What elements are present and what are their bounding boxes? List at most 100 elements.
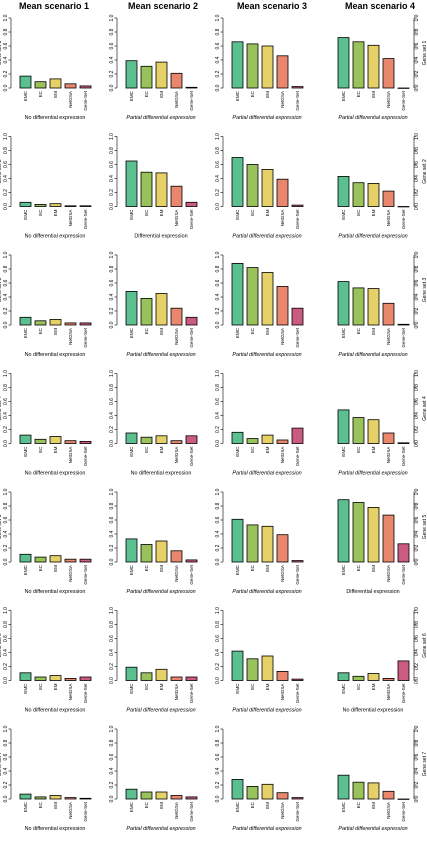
category-label: Gene-Set xyxy=(401,801,406,821)
y-tick-label: 0.4 xyxy=(414,175,420,182)
category-label: Gene-Set xyxy=(83,564,88,584)
category-label: EC xyxy=(38,327,43,334)
category-label: EM xyxy=(371,565,376,572)
y-tick-label: 0.6 xyxy=(215,279,221,286)
bar-emc xyxy=(19,75,32,89)
panel-caption: Partial differential expression xyxy=(338,234,407,240)
bar-gene-set xyxy=(185,316,198,326)
bar-emc xyxy=(125,60,138,89)
category-label: EM xyxy=(159,565,164,572)
bar-emc xyxy=(125,788,138,800)
panel-r5-c1: 0.0 0.2 0.4 0.6 0.8 1.0 Gene set 5 EMC EC EM NetGS… xyxy=(0,488,92,595)
y-tick-label: 0.4 xyxy=(3,56,9,63)
category-label: Gene-Set xyxy=(401,209,406,229)
category-label: EC xyxy=(250,564,255,571)
y-tick-label: 0.2 xyxy=(215,189,221,196)
y-tick-label: 0.8 xyxy=(109,265,115,272)
bar-emc xyxy=(125,432,138,444)
y-tick-label: 0.2 xyxy=(414,307,420,314)
bar-emc xyxy=(231,262,244,326)
row-label: Gene set 5 xyxy=(0,515,3,540)
y-tick-label: 1.0 xyxy=(414,14,420,21)
y-tick-label: 0.6 xyxy=(3,635,9,642)
category-label: NetGSA xyxy=(68,327,73,345)
bar-ec xyxy=(140,791,153,800)
category-label: EMC xyxy=(129,90,134,101)
y-tick-label: 0.6 xyxy=(109,398,115,405)
bar-emc xyxy=(19,201,32,207)
category-label: Gene-Set xyxy=(295,801,300,821)
panel-caption: Partial differential expression xyxy=(126,115,195,121)
y-tick-label: 0.8 xyxy=(3,147,9,154)
bar-netgsa xyxy=(276,439,289,444)
bar-em xyxy=(367,44,380,89)
bar-emc xyxy=(19,672,32,681)
y-tick-label: 1.0 xyxy=(3,370,9,377)
category-label: NetGSA xyxy=(68,209,73,227)
category-label: EM xyxy=(371,802,376,809)
category-label: EM xyxy=(371,328,376,335)
category-label: EMC xyxy=(129,801,134,812)
bar-gene-set xyxy=(291,427,304,444)
category-label: NetGSA xyxy=(386,801,391,819)
bar-em xyxy=(367,288,380,326)
bar-netgsa xyxy=(170,795,183,800)
y-tick-label: 0.4 xyxy=(109,56,115,63)
row-label: Gene set 7 xyxy=(0,752,3,777)
bar-emc xyxy=(231,779,244,800)
bar-em xyxy=(49,555,62,563)
y-tick-label: 0.2 xyxy=(215,307,221,314)
bar-netgsa xyxy=(64,797,77,800)
bar-ec xyxy=(352,182,365,207)
y-tick-label: 0.8 xyxy=(414,265,420,272)
y-tick-label: 0.4 xyxy=(414,767,420,774)
bar-ec xyxy=(140,65,153,89)
y-tick-label: 1.0 xyxy=(414,370,420,377)
category-label: EC xyxy=(144,327,149,334)
category-label: EM xyxy=(159,446,164,453)
bar-ec xyxy=(246,43,259,89)
bar-gene-set xyxy=(185,201,198,207)
bar-ec xyxy=(352,675,365,681)
y-tick-label: 1.0 xyxy=(109,725,115,732)
bar-em xyxy=(155,172,168,207)
bar-em xyxy=(261,45,274,89)
y-tick-label: 0.8 xyxy=(3,265,9,272)
panel-caption: Partial differential expression xyxy=(126,826,195,832)
category-label: EC xyxy=(250,683,255,690)
category-label: NetGSA xyxy=(174,564,179,582)
category-label: EM xyxy=(265,328,270,335)
category-label: EC xyxy=(38,564,43,571)
bar-em xyxy=(155,668,168,681)
bar-em xyxy=(155,61,168,89)
bar-gene-set xyxy=(79,558,92,563)
y-tick-label: 0.8 xyxy=(215,28,221,35)
y-tick-label: 1.0 xyxy=(3,488,9,495)
panel-caption: Partial differential expression xyxy=(232,352,301,358)
row-label: Gene set 4 xyxy=(0,396,3,421)
category-label: EC xyxy=(356,327,361,334)
row-label: Gene set 1 xyxy=(422,41,427,66)
category-label: EMC xyxy=(341,683,346,694)
category-label: EC xyxy=(356,683,361,690)
bar-ec xyxy=(246,786,259,800)
panel-r7-c2: 0.0 0.2 0.4 0.6 0.8 1.0 EMC EC EM NetGSA Gene-Set P… xyxy=(109,725,198,832)
category-label: NetGSA xyxy=(386,209,391,227)
category-label: EM xyxy=(53,683,58,690)
y-tick-label: 0.4 xyxy=(109,412,115,419)
panel-caption: No differential expression xyxy=(25,234,86,240)
panel-caption: Partial differential expression xyxy=(232,826,301,832)
bar-em xyxy=(261,434,274,444)
bar-gene-set xyxy=(397,660,410,681)
category-label: EMC xyxy=(23,446,28,457)
y-tick-label: 0.2 xyxy=(215,70,221,77)
y-tick-label: 0.2 xyxy=(215,781,221,788)
bar-ec xyxy=(140,297,153,326)
y-tick-label: 0.0 xyxy=(215,558,221,565)
category-label: EMC xyxy=(129,564,134,575)
y-tick-label: 0.0 xyxy=(3,321,9,328)
panel-r4-c2: 0.0 0.2 0.4 0.6 0.8 1.0 EMC EC EM NetGSA Gene-Set N… xyxy=(109,370,198,477)
y-tick-label: 0.4 xyxy=(109,530,115,537)
y-tick-label: 0.4 xyxy=(215,293,221,300)
bar-emc xyxy=(337,409,350,444)
